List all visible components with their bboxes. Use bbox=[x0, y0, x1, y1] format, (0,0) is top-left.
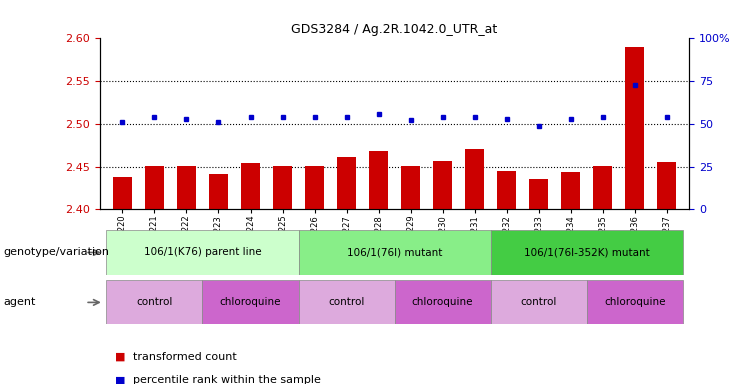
Bar bbox=[625, 47, 645, 209]
Bar bbox=[144, 166, 164, 209]
Bar bbox=[107, 230, 299, 275]
Bar bbox=[305, 166, 324, 209]
Bar bbox=[107, 280, 202, 324]
Bar bbox=[299, 230, 491, 275]
Title: GDS3284 / Ag.2R.1042.0_UTR_at: GDS3284 / Ag.2R.1042.0_UTR_at bbox=[291, 23, 498, 36]
Bar bbox=[529, 179, 548, 209]
Bar bbox=[497, 171, 516, 209]
Text: percentile rank within the sample: percentile rank within the sample bbox=[133, 375, 322, 384]
Text: 106/1(76I) mutant: 106/1(76I) mutant bbox=[347, 247, 442, 258]
Text: ■: ■ bbox=[115, 352, 125, 362]
Text: control: control bbox=[136, 297, 173, 308]
Bar bbox=[369, 151, 388, 209]
Text: chloroquine: chloroquine bbox=[604, 297, 665, 308]
Bar bbox=[202, 280, 299, 324]
Bar bbox=[657, 162, 677, 209]
Text: 106/1(76I-352K) mutant: 106/1(76I-352K) mutant bbox=[524, 247, 650, 258]
Text: chloroquine: chloroquine bbox=[220, 297, 282, 308]
Text: control: control bbox=[520, 297, 556, 308]
Bar bbox=[113, 177, 132, 209]
Bar bbox=[177, 166, 196, 209]
Text: ■: ■ bbox=[115, 375, 125, 384]
Text: agent: agent bbox=[4, 297, 36, 308]
Bar bbox=[465, 149, 484, 209]
Text: 106/1(K76) parent line: 106/1(K76) parent line bbox=[144, 247, 262, 258]
Bar bbox=[299, 280, 395, 324]
Bar bbox=[433, 161, 452, 209]
Text: chloroquine: chloroquine bbox=[412, 297, 473, 308]
Text: control: control bbox=[328, 297, 365, 308]
Text: transformed count: transformed count bbox=[133, 352, 237, 362]
Text: genotype/variation: genotype/variation bbox=[4, 247, 110, 258]
Bar bbox=[401, 166, 420, 209]
Bar bbox=[491, 280, 587, 324]
Bar bbox=[587, 280, 682, 324]
Bar bbox=[561, 172, 580, 209]
Bar bbox=[491, 230, 682, 275]
Bar bbox=[273, 166, 292, 209]
Bar bbox=[593, 166, 612, 209]
Bar bbox=[337, 157, 356, 209]
Bar bbox=[241, 163, 260, 209]
Bar bbox=[395, 280, 491, 324]
Bar bbox=[209, 174, 228, 209]
